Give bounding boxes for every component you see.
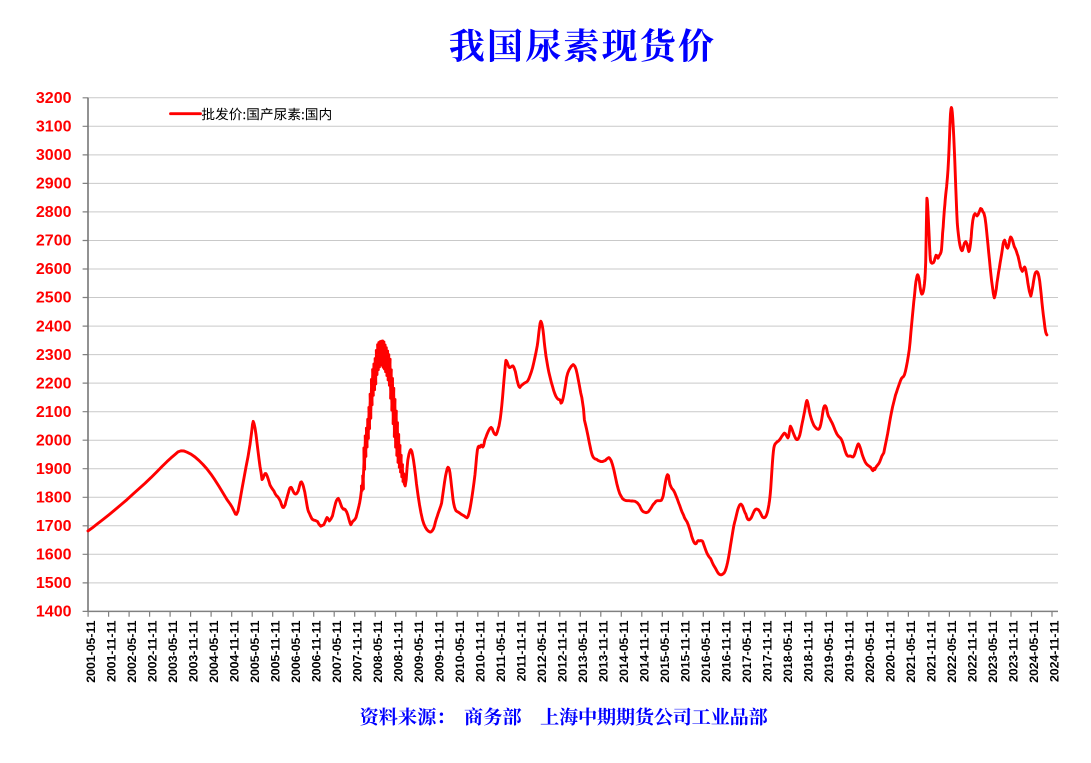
svg-text:1900: 1900 [36, 461, 72, 478]
svg-text:2003-11-11: 2003-11-11 [186, 620, 200, 682]
svg-text:2008-05-11: 2008-05-11 [371, 620, 385, 682]
svg-text:2007-05-11: 2007-05-11 [330, 620, 344, 682]
svg-text:2600: 2600 [36, 261, 72, 278]
svg-text:2700: 2700 [36, 233, 72, 250]
svg-text:2008-11-11: 2008-11-11 [391, 620, 405, 682]
svg-text:2007-11-11: 2007-11-11 [350, 620, 364, 682]
svg-text:2011-05-11: 2011-05-11 [494, 620, 508, 682]
svg-text:2010-05-11: 2010-05-11 [453, 620, 467, 682]
svg-text:2014-11-11: 2014-11-11 [638, 620, 652, 682]
svg-text:2013-05-11: 2013-05-11 [576, 620, 590, 682]
svg-text:2003-05-11: 2003-05-11 [166, 620, 180, 682]
svg-text:2017-05-11: 2017-05-11 [740, 620, 754, 682]
svg-text:2020-11-11: 2020-11-11 [884, 620, 898, 682]
svg-text:1800: 1800 [36, 490, 72, 507]
svg-text:2016-05-11: 2016-05-11 [699, 620, 713, 682]
svg-text:2001-11-11: 2001-11-11 [104, 620, 118, 682]
svg-text:2018-05-11: 2018-05-11 [781, 620, 795, 682]
svg-text:2002-11-11: 2002-11-11 [145, 620, 159, 682]
svg-text:3200: 3200 [36, 90, 72, 107]
svg-text:1700: 1700 [36, 518, 72, 535]
svg-text:2002-05-11: 2002-05-11 [125, 620, 139, 682]
svg-text:2022-05-11: 2022-05-11 [945, 620, 959, 682]
svg-text:2400: 2400 [36, 318, 72, 335]
svg-text:2300: 2300 [36, 347, 72, 364]
svg-text:2200: 2200 [36, 375, 72, 392]
svg-text:2015-05-11: 2015-05-11 [658, 620, 672, 682]
svg-text:2019-05-11: 2019-05-11 [822, 620, 836, 682]
svg-text:2020-05-11: 2020-05-11 [863, 620, 877, 682]
svg-text:2011-11-11: 2011-11-11 [515, 620, 529, 681]
svg-text:2021-11-11: 2021-11-11 [925, 620, 939, 682]
svg-text:2500: 2500 [36, 290, 72, 307]
svg-text:2024-05-11: 2024-05-11 [1027, 620, 1041, 682]
svg-text:2006-05-11: 2006-05-11 [289, 620, 303, 682]
svg-text:2001-05-11: 2001-05-11 [84, 620, 98, 682]
svg-text:2023-11-11: 2023-11-11 [1007, 620, 1021, 682]
svg-text:2021-05-11: 2021-05-11 [904, 620, 918, 682]
svg-text:3100: 3100 [36, 119, 72, 136]
svg-text:2010-11-11: 2010-11-11 [474, 620, 488, 682]
svg-text:2012-05-11: 2012-05-11 [535, 620, 549, 682]
svg-text:1600: 1600 [36, 547, 72, 564]
svg-text:2018-11-11: 2018-11-11 [802, 620, 816, 682]
svg-text:1400: 1400 [36, 604, 72, 621]
svg-text:2015-11-11: 2015-11-11 [679, 620, 693, 682]
svg-text:2900: 2900 [36, 176, 72, 193]
svg-text:2009-05-11: 2009-05-11 [412, 620, 426, 682]
svg-text:2014-05-11: 2014-05-11 [617, 620, 631, 682]
svg-text:2005-11-11: 2005-11-11 [268, 620, 282, 682]
svg-text:2019-11-11: 2019-11-11 [843, 620, 857, 682]
svg-text:2024-11-11: 2024-11-11 [1048, 620, 1062, 682]
svg-text:2800: 2800 [36, 204, 72, 221]
svg-text:2004-11-11: 2004-11-11 [227, 620, 241, 682]
svg-text:2000: 2000 [36, 432, 72, 449]
svg-text:2006-11-11: 2006-11-11 [309, 620, 323, 682]
svg-text:2005-05-11: 2005-05-11 [248, 620, 262, 682]
svg-text:2016-11-11: 2016-11-11 [720, 620, 734, 682]
svg-text:2100: 2100 [36, 404, 72, 421]
svg-text:2023-05-11: 2023-05-11 [986, 620, 1000, 682]
svg-text:2013-11-11: 2013-11-11 [597, 620, 611, 682]
svg-text:2012-11-11: 2012-11-11 [556, 620, 570, 682]
svg-text:2004-05-11: 2004-05-11 [207, 620, 221, 682]
svg-text:2009-11-11: 2009-11-11 [432, 620, 446, 682]
svg-text:2017-11-11: 2017-11-11 [761, 620, 775, 682]
svg-text:2022-11-11: 2022-11-11 [966, 620, 980, 682]
svg-text:1500: 1500 [36, 575, 72, 592]
svg-text:3000: 3000 [36, 147, 72, 164]
